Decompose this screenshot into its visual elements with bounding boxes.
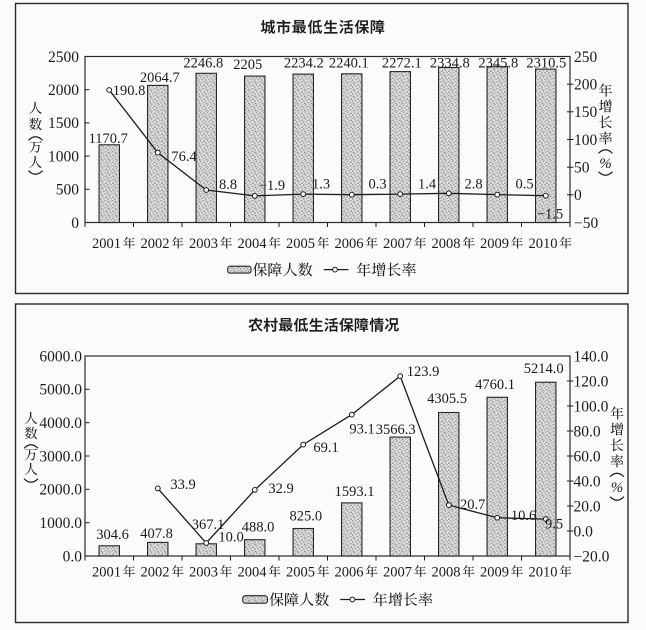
svg-text:2005: 2005 bbox=[286, 565, 315, 581]
svg-text:2500: 2500 bbox=[48, 49, 79, 66]
svg-text:120.0: 120.0 bbox=[574, 373, 609, 390]
svg-text:9.5: 9.5 bbox=[545, 517, 563, 533]
svg-text:1170.7: 1170.7 bbox=[89, 131, 128, 147]
svg-text:1500: 1500 bbox=[48, 115, 79, 132]
svg-text:0: 0 bbox=[71, 215, 79, 232]
svg-text:2001: 2001 bbox=[92, 565, 121, 581]
svg-text:1593.1: 1593.1 bbox=[335, 484, 375, 500]
svg-text:100.0: 100.0 bbox=[574, 398, 609, 415]
svg-text:2008: 2008 bbox=[431, 236, 460, 252]
svg-text:2000: 2000 bbox=[48, 82, 79, 99]
svg-text:2003: 2003 bbox=[189, 236, 218, 252]
svg-text:69.1: 69.1 bbox=[313, 440, 338, 456]
svg-text:1000.0: 1000.0 bbox=[39, 515, 82, 532]
svg-text:500: 500 bbox=[56, 182, 80, 199]
svg-text:2005: 2005 bbox=[286, 236, 315, 252]
svg-text:2002: 2002 bbox=[140, 236, 169, 252]
svg-text:−1.9: −1.9 bbox=[259, 178, 285, 194]
svg-text:1.3: 1.3 bbox=[312, 177, 330, 193]
svg-text:−1.5: −1.5 bbox=[537, 207, 563, 223]
svg-text:2010: 2010 bbox=[528, 565, 557, 581]
svg-text:2246.8: 2246.8 bbox=[183, 56, 223, 72]
svg-text:0.3: 0.3 bbox=[368, 177, 386, 193]
svg-text:2006: 2006 bbox=[334, 565, 363, 581]
svg-text:2007: 2007 bbox=[383, 236, 412, 252]
svg-text:5214.0: 5214.0 bbox=[524, 361, 564, 377]
svg-text:2003: 2003 bbox=[189, 565, 218, 581]
svg-text:2240.1: 2240.1 bbox=[329, 56, 369, 72]
svg-text:60.0: 60.0 bbox=[574, 448, 601, 465]
svg-text:40.0: 40.0 bbox=[574, 473, 601, 490]
svg-text:2006: 2006 bbox=[334, 236, 363, 252]
svg-text:190.8: 190.8 bbox=[113, 83, 146, 99]
svg-text:10.6: 10.6 bbox=[511, 508, 536, 524]
svg-text:2001: 2001 bbox=[92, 236, 121, 252]
svg-text:50: 50 bbox=[574, 159, 590, 176]
svg-text:0.0: 0.0 bbox=[63, 548, 83, 565]
svg-text:10.0: 10.0 bbox=[218, 530, 243, 546]
svg-text:4305.5: 4305.5 bbox=[427, 391, 467, 407]
svg-text:4000.0: 4000.0 bbox=[39, 415, 82, 432]
svg-text:5000.0: 5000.0 bbox=[39, 382, 82, 399]
svg-text:2009: 2009 bbox=[480, 565, 509, 581]
svg-text:2009: 2009 bbox=[480, 236, 509, 252]
svg-text:2002: 2002 bbox=[140, 565, 169, 581]
svg-text:93.1: 93.1 bbox=[349, 422, 374, 438]
svg-text:4760.1: 4760.1 bbox=[475, 377, 515, 393]
svg-text:2004: 2004 bbox=[237, 565, 267, 581]
svg-text:%: % bbox=[599, 156, 612, 172]
svg-text:33.9: 33.9 bbox=[170, 477, 195, 493]
svg-text:200: 200 bbox=[574, 76, 598, 93]
svg-text:3566.3: 3566.3 bbox=[376, 422, 416, 438]
svg-text:20.7: 20.7 bbox=[460, 497, 485, 513]
svg-text:1000: 1000 bbox=[48, 148, 79, 165]
svg-text:0.5: 0.5 bbox=[515, 177, 533, 193]
svg-text:2000.0: 2000.0 bbox=[39, 482, 82, 499]
svg-text:0.0: 0.0 bbox=[574, 523, 594, 540]
svg-text:2004: 2004 bbox=[237, 236, 267, 252]
svg-text:123.9: 123.9 bbox=[407, 364, 440, 380]
svg-text:304.6: 304.6 bbox=[96, 527, 129, 543]
svg-text:1.4: 1.4 bbox=[418, 177, 437, 193]
svg-text:825.0: 825.0 bbox=[289, 509, 322, 525]
svg-text:2234.2: 2234.2 bbox=[284, 56, 324, 72]
svg-text:2272.1: 2272.1 bbox=[382, 56, 422, 72]
svg-text:20.0: 20.0 bbox=[574, 498, 601, 515]
svg-text:80.0: 80.0 bbox=[574, 423, 601, 440]
svg-text:3000.0: 3000.0 bbox=[39, 448, 82, 465]
svg-text:2010: 2010 bbox=[528, 236, 557, 252]
svg-text:6000.0: 6000.0 bbox=[39, 348, 82, 365]
svg-text:100: 100 bbox=[574, 132, 598, 149]
svg-text:407.8: 407.8 bbox=[140, 526, 173, 542]
svg-text:−50: −50 bbox=[574, 215, 598, 232]
svg-text:2008: 2008 bbox=[431, 565, 460, 581]
svg-text:2.8: 2.8 bbox=[464, 177, 482, 193]
svg-text:%: % bbox=[611, 480, 624, 496]
svg-text:2064.7: 2064.7 bbox=[140, 70, 180, 86]
svg-text:2334.8: 2334.8 bbox=[430, 56, 470, 72]
svg-text:140.0: 140.0 bbox=[574, 348, 609, 365]
svg-text:76.4: 76.4 bbox=[171, 149, 197, 165]
svg-text:150: 150 bbox=[574, 104, 598, 121]
svg-text:2345.8: 2345.8 bbox=[478, 56, 518, 72]
svg-text:250: 250 bbox=[574, 49, 598, 66]
svg-text:32.9: 32.9 bbox=[268, 481, 293, 497]
svg-text:488.0: 488.0 bbox=[242, 519, 275, 535]
svg-text:2007: 2007 bbox=[383, 565, 412, 581]
svg-text:2205: 2205 bbox=[233, 57, 262, 73]
svg-text:8.8: 8.8 bbox=[219, 177, 237, 193]
svg-text:−20.0: −20.0 bbox=[574, 548, 610, 565]
svg-text:2310.5: 2310.5 bbox=[526, 56, 566, 72]
svg-text:0: 0 bbox=[574, 187, 582, 204]
svg-text:367.1: 367.1 bbox=[192, 517, 225, 533]
